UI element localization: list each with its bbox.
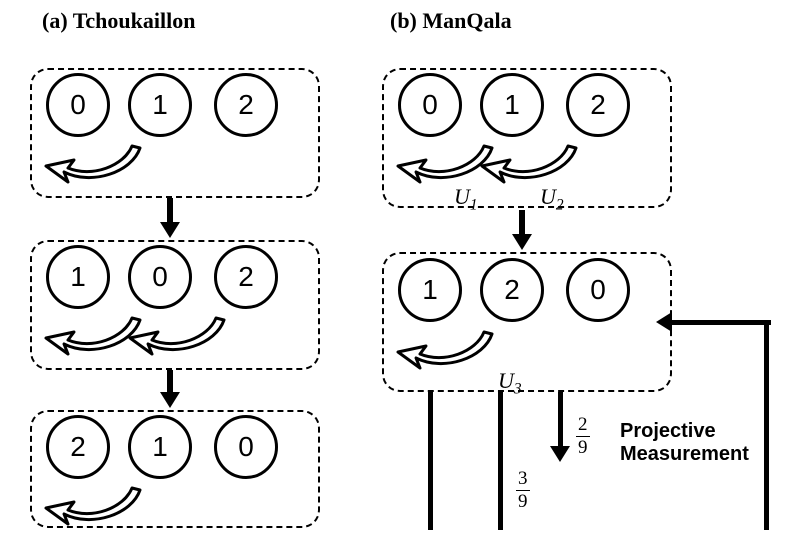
probability-label: 29 xyxy=(576,414,590,459)
pit-circle: 1 xyxy=(128,415,192,479)
pit-circle: 1 xyxy=(480,73,544,137)
pit-circle: 1 xyxy=(46,245,110,309)
arrowhead-icon xyxy=(160,222,180,238)
pit-circle: 0 xyxy=(214,415,278,479)
sow-arrow-icon xyxy=(42,484,152,539)
arrowhead-icon xyxy=(550,446,570,462)
pit-circle: 1 xyxy=(128,73,192,137)
heading-b: (b) ManQala xyxy=(390,8,512,34)
arrowhead-icon xyxy=(512,234,532,250)
arrowhead-icon xyxy=(656,312,672,332)
pit-circle: 0 xyxy=(398,73,462,137)
probability-label: 39 xyxy=(516,468,530,513)
sow-arrow-icon xyxy=(394,328,504,383)
branch-line xyxy=(558,392,563,446)
arrowhead-icon xyxy=(160,392,180,408)
pit-circle: 2 xyxy=(46,415,110,479)
flow-arrow-icon xyxy=(519,210,525,236)
pit-circle: 2 xyxy=(214,245,278,309)
pit-circle: 2 xyxy=(566,73,630,137)
feedback-line xyxy=(764,322,769,530)
sow-arrow-icon xyxy=(126,314,236,369)
pit-circle: 1 xyxy=(398,258,462,322)
flow-arrow-icon xyxy=(167,370,173,394)
pit-circle: 2 xyxy=(214,73,278,137)
branch-line xyxy=(428,392,433,530)
pit-circle: 0 xyxy=(46,73,110,137)
pit-circle: 0 xyxy=(128,245,192,309)
pit-circle: 2 xyxy=(480,258,544,322)
flow-arrow-icon xyxy=(167,198,173,224)
pit-circle: 0 xyxy=(566,258,630,322)
sow-arrow-icon xyxy=(42,142,152,197)
feedback-line xyxy=(672,320,771,325)
unitary-label: U2 xyxy=(540,184,564,214)
projective-measurement-label: ProjectiveMeasurement xyxy=(620,420,749,466)
sow-arrow-icon xyxy=(478,142,588,197)
branch-line xyxy=(498,392,503,530)
heading-a: (a) Tchoukaillon xyxy=(42,8,195,34)
unitary-label: U1 xyxy=(454,184,478,214)
